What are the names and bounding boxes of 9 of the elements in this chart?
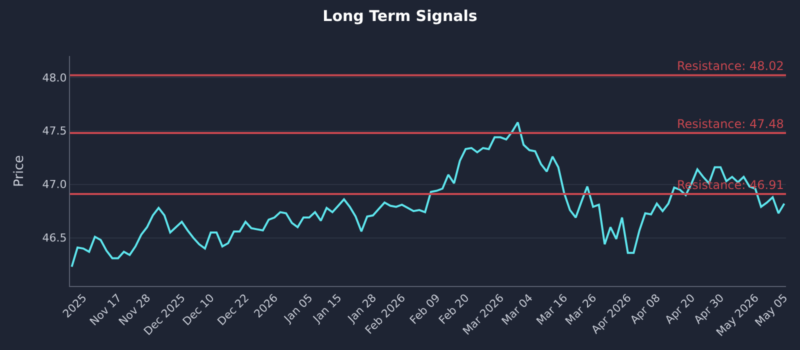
chart-title: Long Term Signals [322,7,478,25]
y-tick-label: 48.0 [42,71,67,84]
x-tick-label: Dec 22 [214,292,252,328]
y-axis-title: Price [12,155,28,187]
y-tick-label: 46.5 [42,232,67,245]
ref-line-label: Resistance: 48.02 [677,59,784,73]
ref-line-label: Resistance: 47.48 [677,117,784,131]
y-tick-label: 47.0 [42,178,67,192]
y-tick-label: 47.5 [42,124,67,138]
